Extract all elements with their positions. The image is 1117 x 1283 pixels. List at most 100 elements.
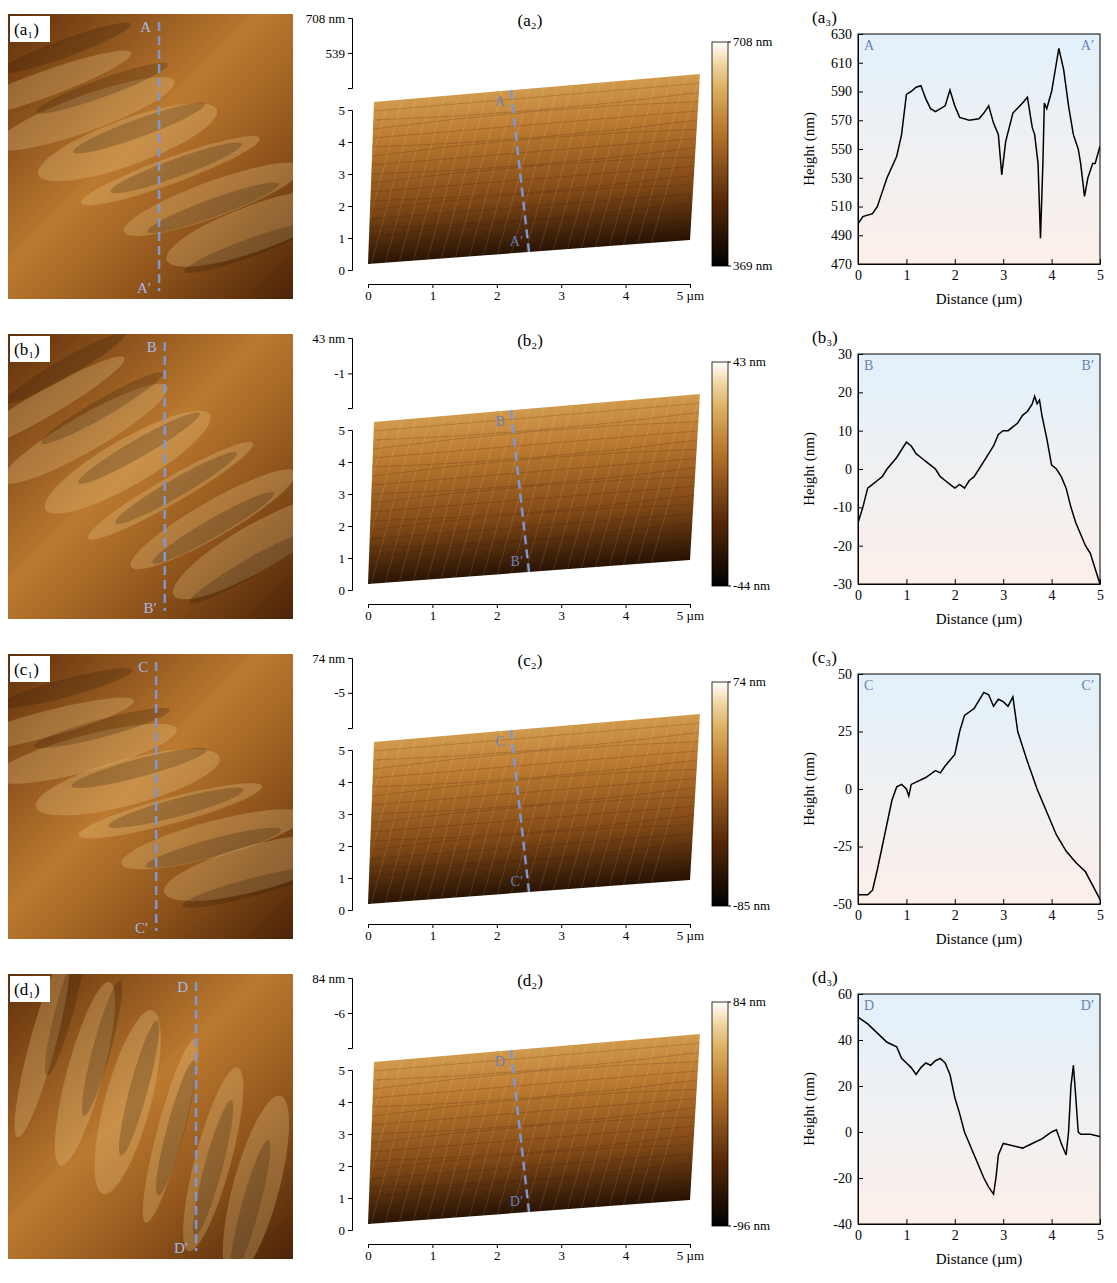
tick-label: 4 (623, 288, 630, 303)
colorbar-label: -44 nm (733, 578, 770, 593)
axis-line (348, 19, 353, 89)
plot-frame (858, 674, 1100, 904)
tick-label: 74 nm (312, 651, 345, 666)
streak (180, 861, 293, 915)
tick: 5 µm (677, 284, 704, 303)
streak (581, 400, 629, 568)
tick-label: 5 (1097, 268, 1104, 283)
tick: 3 (558, 284, 565, 303)
profile-line (511, 410, 529, 572)
streak (469, 90, 515, 257)
streak (539, 84, 586, 251)
tick: 4 (623, 924, 630, 943)
tick-label: 5 µm (677, 608, 704, 623)
tick: 1 (339, 871, 353, 886)
line-label: B (147, 339, 157, 355)
streak (595, 1039, 643, 1207)
streak (637, 1035, 685, 1204)
annotation: D (864, 998, 874, 1013)
tick-mark (348, 270, 352, 271)
label-patch (10, 976, 50, 1002)
tick-label: 10 (838, 424, 852, 439)
plot-frame (858, 34, 1100, 264)
axis: 012345 (339, 423, 353, 598)
tick-label: 1 (903, 268, 910, 283)
surface-panel: CC′(c₂)012345 µm01234574 nm-574 nm-85 nm (312, 651, 770, 944)
tick-mark (858, 207, 863, 208)
tick: 1 (430, 1244, 437, 1263)
tick-mark (858, 1040, 863, 1041)
panel-label: (a₂) (518, 11, 543, 30)
tick-mark (858, 149, 863, 150)
image-texture (8, 16, 293, 282)
tick-mark (858, 546, 863, 547)
tick-mark (348, 846, 352, 847)
tick-mark (955, 1219, 956, 1224)
tick: 2 (952, 579, 959, 603)
tick-label: 4 (1049, 1228, 1056, 1243)
tick-mark (348, 206, 352, 207)
tick: -20 (833, 539, 863, 554)
label-patch (10, 16, 50, 42)
line-chart: 012345470490510530550570590610630Distanc… (801, 8, 1104, 308)
tick-mark (906, 579, 907, 584)
plot-marks (858, 692, 1100, 899)
profile-line (195, 982, 198, 1251)
streak (343, 1061, 388, 1226)
streak (567, 1041, 615, 1209)
tick: 43 nm (312, 331, 352, 346)
tick-label: 1 (339, 871, 346, 886)
tick-label: 0 (845, 1125, 852, 1140)
tick-mark (348, 1198, 352, 1199)
streak (553, 723, 600, 891)
tick-mark (906, 899, 907, 904)
plot-background (858, 674, 1100, 904)
streak (223, 1138, 277, 1259)
image-panel: AA′(a₁) (0, 14, 353, 299)
tick-label: 5 (339, 1063, 346, 1078)
panel-label: (b₂) (517, 331, 543, 350)
tick: 3 (339, 487, 353, 502)
tick: 1 (339, 551, 353, 566)
axis-title: Distance (µm) (936, 931, 1023, 948)
streak (497, 407, 544, 574)
tick-mark (348, 590, 352, 591)
tick-mark (348, 18, 352, 19)
tick-mark (348, 110, 352, 111)
tick-label: 2 (339, 839, 346, 854)
tick-mark (348, 338, 352, 339)
streak (525, 1045, 572, 1212)
streak (637, 395, 685, 564)
tick: 1 (430, 924, 437, 943)
colorbar-label: -96 nm (733, 1218, 770, 1233)
streak (651, 714, 700, 883)
streak (329, 102, 374, 267)
tick-label: -30 (833, 577, 852, 592)
profile-line (158, 22, 161, 291)
tick-label: 1 (339, 551, 346, 566)
streak (651, 1034, 700, 1203)
tick: 5 (339, 103, 353, 118)
tick-mark (348, 558, 352, 559)
colorbar (712, 1002, 728, 1226)
tick-label: 4 (339, 455, 346, 470)
tick-mark (1052, 1219, 1053, 1224)
streak (637, 75, 685, 244)
tick-label: 0 (339, 583, 346, 598)
tick-mark (858, 120, 863, 121)
tick: 5 (339, 1063, 353, 1078)
tick: 1 (903, 1219, 910, 1243)
tick: 2 (494, 284, 501, 303)
streak (329, 422, 374, 587)
profile (858, 48, 1100, 238)
line-label: C′ (135, 920, 148, 936)
tick: 2 (494, 604, 501, 623)
annotation: C′ (1082, 678, 1094, 693)
tick: 0 (365, 284, 372, 303)
streak (525, 405, 572, 572)
ridge (373, 1071, 698, 1098)
ridge (373, 431, 698, 458)
tick-mark (1003, 899, 1004, 904)
annotation: B (864, 358, 873, 373)
tick-label: 510 (831, 199, 852, 214)
